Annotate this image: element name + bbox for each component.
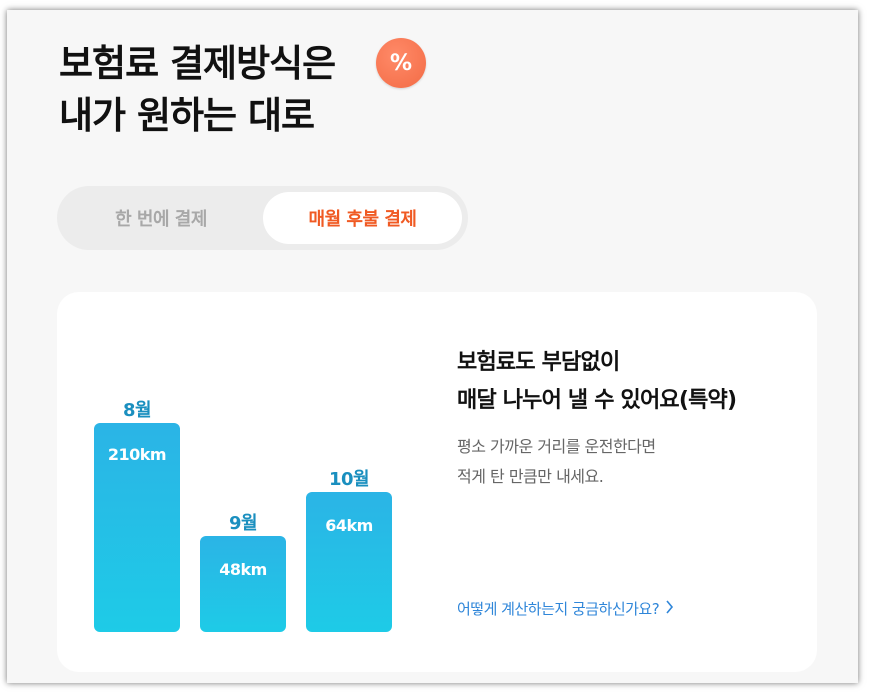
card-desc-line-2: 적게 탄 만큼만 내세요. [457, 467, 604, 486]
bar-month-label: 8월 [122, 400, 152, 421]
chart-bar: 64km [306, 492, 392, 632]
chevron-right-icon [665, 599, 674, 618]
title-line-2: 내가 원하는 대로 [59, 94, 315, 137]
bar-value-label: 48km [219, 560, 267, 579]
bar-month-label: 10월 [328, 469, 370, 490]
payment-type-toggle: 한 번에 결제 매월 후불 결제 [57, 186, 468, 250]
chart-bar: 48km [200, 536, 286, 632]
bar-month-label: 9월 [228, 513, 258, 534]
link-label: 어떻게 계산하는지 궁금하신가요? [457, 600, 660, 618]
how-calculated-link[interactable]: 어떻게 계산하는지 궁금하신가요? [457, 598, 674, 619]
page-title: 보험료 결제방식은 내가 원하는 대로 [59, 38, 336, 142]
card-title-line-1: 보험료도 부담없이 [457, 350, 620, 375]
percent-icon: % [376, 38, 426, 88]
card-title-line-2: 매달 나누어 낼 수 있어요(특약) [457, 388, 737, 413]
title-line-1: 보험료 결제방식은 [59, 42, 336, 85]
card-description: 평소 가까운 거리를 운전한다면 적게 탄 만큼만 내세요. [457, 432, 656, 492]
info-card: 8월 210km 9월 48km 10월 64km 보험료도 부담없이 매달 나… [57, 292, 817, 672]
card-desc-line-1: 평소 가까운 거리를 운전한다면 [457, 437, 656, 456]
card-title: 보험료도 부담없이 매달 나누어 낼 수 있어요(특약) [457, 344, 737, 420]
bar-value-label: 64km [325, 516, 373, 535]
tab-pay-monthly[interactable]: 매월 후불 결제 [263, 192, 462, 244]
tab-pay-once[interactable]: 한 번에 결제 [115, 209, 207, 230]
page-frame: 보험료 결제방식은 내가 원하는 대로 % 한 번에 결제 매월 후불 결제 8… [7, 10, 858, 683]
bar-value-label: 210km [107, 445, 167, 464]
chart-bar: 210km [94, 423, 180, 632]
